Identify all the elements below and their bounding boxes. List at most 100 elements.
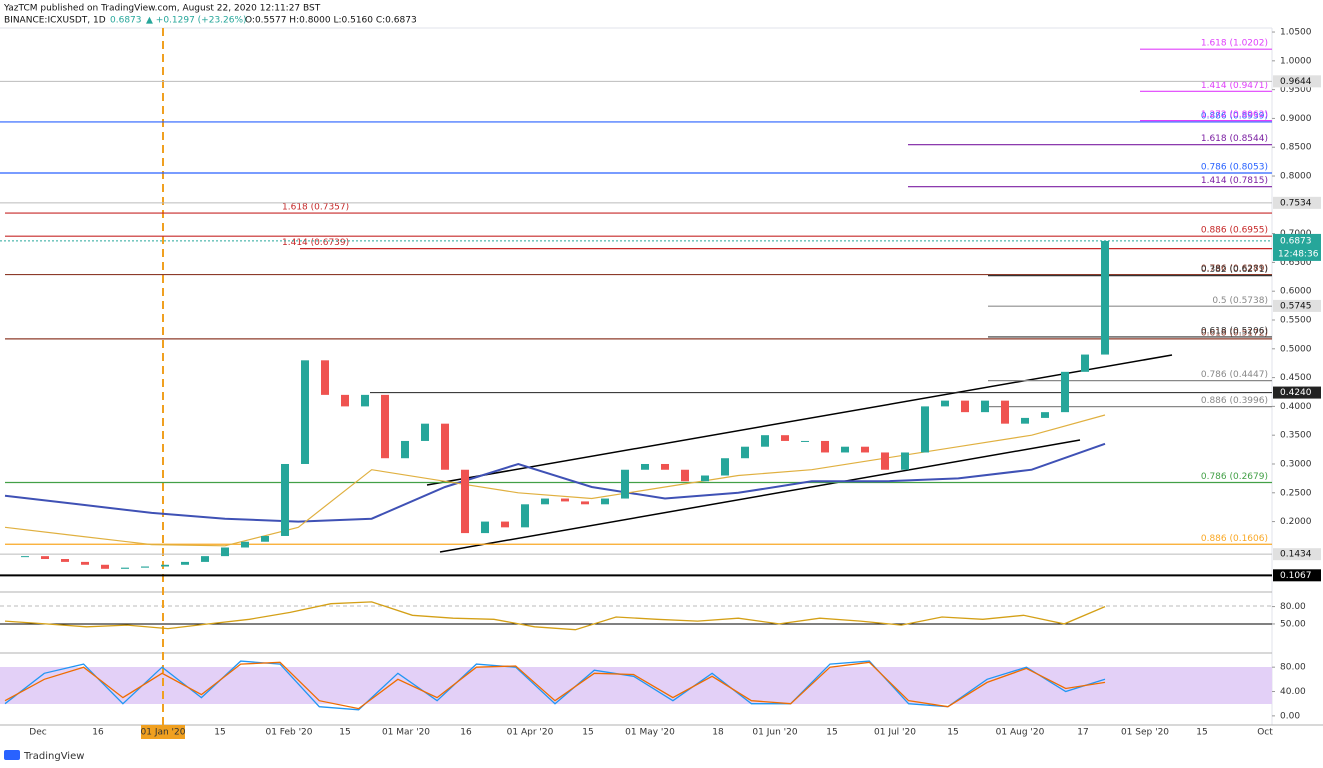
- logo: [4, 750, 20, 760]
- y-tick-label: 0.6500: [1280, 258, 1312, 268]
- y-tick-label: 1.0500: [1280, 28, 1312, 38]
- brand[interactable]: TradingView: [23, 751, 84, 762]
- current-price-box: [1273, 233, 1321, 261]
- y-tick-label: 0.8500: [1280, 143, 1312, 153]
- y-tick-label: 0.2000: [1280, 517, 1312, 527]
- ma-slow: [4, 442, 1106, 523]
- candle: [541, 498, 549, 505]
- x-tick-label: 18: [712, 728, 724, 738]
- y-tick-label: 80.00: [1280, 663, 1306, 673]
- x-tick-label: 15: [582, 728, 593, 738]
- y-tick-label: 0.3500: [1280, 431, 1312, 441]
- y-tick-label: 0.9000: [1280, 114, 1312, 124]
- candle: [581, 501, 589, 505]
- candle: [21, 556, 29, 558]
- level-label: 1.414 (0.6739): [282, 238, 349, 248]
- y-tick-label: 1.0000: [1280, 56, 1312, 66]
- stoch-d: [4, 661, 1106, 710]
- candle: [361, 394, 369, 407]
- x-tick-label: 15: [339, 728, 350, 738]
- candle: [441, 423, 449, 470]
- candle: [1021, 417, 1029, 424]
- candle: [381, 394, 389, 459]
- candle: [81, 561, 89, 565]
- x-highlight: [141, 725, 185, 739]
- candle: [881, 452, 889, 470]
- candle: [741, 446, 749, 459]
- candle: [261, 535, 269, 542]
- level-label: 0.886 (0.3996): [1201, 396, 1268, 406]
- x-tick-label: 01 Jan '20: [141, 728, 186, 738]
- candle: [301, 360, 309, 464]
- level-label: 0.5 (0.5738): [1212, 296, 1268, 306]
- x-tick-label: 15: [826, 728, 837, 738]
- x-tick-label: 01 May '20: [625, 728, 675, 738]
- y-tick-label: 0.6000: [1280, 287, 1312, 297]
- level-label: 0.886 (0.8939): [1201, 111, 1268, 121]
- candle: [661, 463, 669, 470]
- candle: [121, 567, 129, 569]
- candle: [981, 400, 989, 413]
- candle: [321, 360, 329, 395]
- level-label: 1.414 (0.9471): [1201, 81, 1268, 91]
- axis-mark-label: 0.7534: [1280, 198, 1312, 208]
- candle: [521, 504, 529, 528]
- level-label: 1.414 (0.7815): [1201, 176, 1268, 186]
- axis-mark-label: 0.4240: [1280, 388, 1312, 398]
- axis-mark-label: 0.9644: [1280, 77, 1312, 87]
- x-tick-label: 17: [1077, 728, 1088, 738]
- axis-mark-box: [1273, 569, 1321, 582]
- last-price: 0.6873: [110, 16, 142, 26]
- x-tick-label: Dec: [29, 728, 46, 738]
- candle: [821, 440, 829, 453]
- candle: [1101, 240, 1109, 355]
- candle: [501, 521, 509, 528]
- candle: [1041, 412, 1049, 418]
- candle: [1081, 354, 1089, 372]
- y-tick-label: 40.00: [1280, 687, 1306, 697]
- level-label: 0.786 (0.4447): [1201, 370, 1268, 380]
- countdown: 12:48:36: [1278, 249, 1319, 259]
- level-label: 0.886 (0.6955): [1201, 226, 1268, 236]
- y-tick-label: 0.4500: [1280, 373, 1312, 383]
- x-tick-label: 15: [1196, 728, 1207, 738]
- candle: [701, 475, 709, 482]
- level-label: 1.272 (0.8962): [1201, 110, 1268, 120]
- x-tick-label: 15: [214, 728, 225, 738]
- publisher: YazTCM published on TradingView.com, Aug…: [3, 4, 321, 14]
- ohlc: O:0.5577 H:0.8000 L:0.5160 C:0.6873: [245, 16, 417, 26]
- y-tick-label: 0.2500: [1280, 488, 1312, 498]
- symbol: BINANCE:ICXUSDT, 1D: [4, 16, 106, 26]
- y-tick-label: 50.00: [1280, 619, 1306, 629]
- y-tick-label: 0.00: [1280, 711, 1300, 721]
- candle: [801, 440, 809, 442]
- level-label: 0.382 (0.6271): [1201, 265, 1268, 275]
- candle: [781, 435, 789, 441]
- x-tick-label: 01 Feb '20: [265, 728, 312, 738]
- y-tick-label: 0.5000: [1280, 344, 1312, 354]
- axis-mark-box: [1273, 196, 1321, 209]
- candle: [221, 547, 229, 557]
- candle: [41, 556, 49, 560]
- x-tick-label: 16: [92, 728, 104, 738]
- x-tick-label: 01 Mar '20: [382, 728, 430, 738]
- y-tick-label: 80.00: [1280, 602, 1306, 612]
- x-tick-label: 01 Sep '20: [1121, 728, 1169, 738]
- level-label: 0.886 (0.1606): [1201, 534, 1268, 544]
- change: ▲ +0.1297 (+23.26%): [146, 16, 247, 26]
- level-label: 0.618 (0.5172): [1201, 328, 1268, 338]
- level-label: 1.618 (1.0202): [1201, 39, 1268, 49]
- y-tick-label: 0.3000: [1280, 459, 1312, 469]
- candle: [101, 564, 109, 569]
- candle: [961, 400, 969, 413]
- rsi-line: [4, 601, 1106, 631]
- drawing-layer: 1.05001.00000.95000.90000.85000.80000.70…: [0, 28, 1321, 739]
- candle: [181, 561, 189, 565]
- candle: [561, 498, 569, 502]
- x-tick-label: 16: [460, 728, 472, 738]
- y-tick-label: 0.8000: [1280, 172, 1312, 182]
- candle: [721, 458, 729, 476]
- current-price: 0.6873: [1280, 236, 1312, 246]
- x-tick-label: 01 Apr '20: [507, 728, 554, 738]
